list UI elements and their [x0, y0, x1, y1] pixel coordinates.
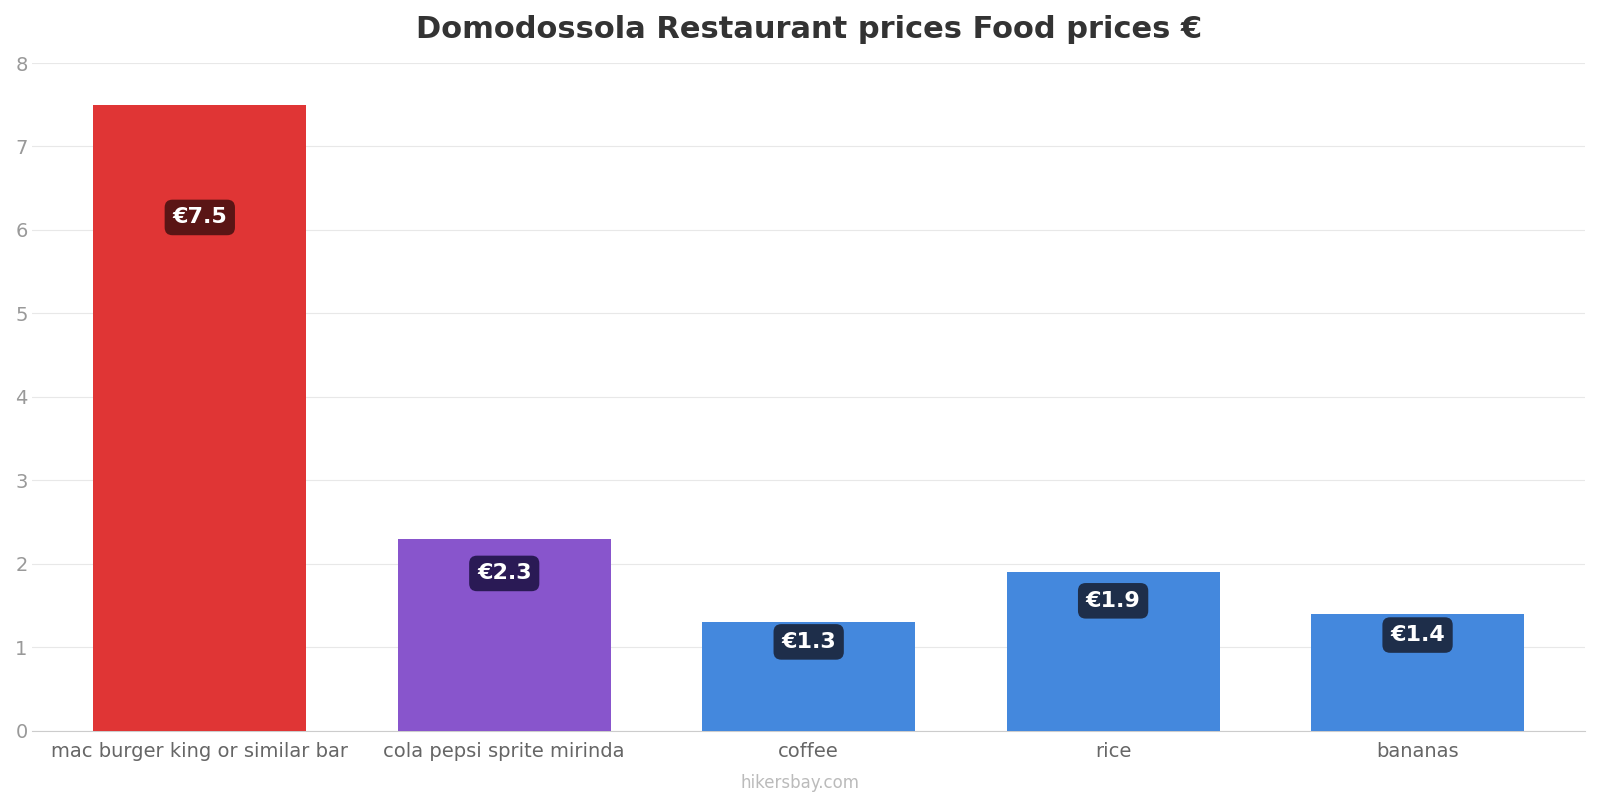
- Text: €2.3: €2.3: [477, 563, 531, 583]
- Bar: [93, 105, 306, 731]
- Text: €1.9: €1.9: [1086, 591, 1141, 611]
- Text: €1.3: €1.3: [781, 632, 837, 652]
- Bar: [1006, 572, 1219, 731]
- Bar: [398, 539, 611, 731]
- Text: €7.5: €7.5: [173, 207, 227, 227]
- Bar: [1310, 614, 1525, 731]
- Title: Domodossola Restaurant prices Food prices €: Domodossola Restaurant prices Food price…: [416, 15, 1202, 44]
- Text: hikersbay.com: hikersbay.com: [741, 774, 859, 792]
- Bar: [702, 622, 915, 731]
- Text: €1.4: €1.4: [1390, 625, 1445, 645]
